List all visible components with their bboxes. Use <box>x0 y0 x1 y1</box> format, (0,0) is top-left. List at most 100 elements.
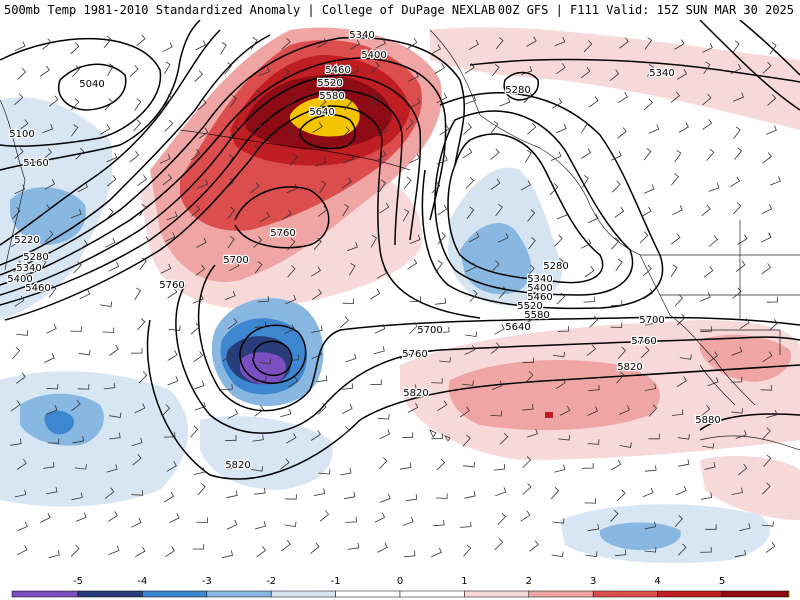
wind-barb <box>670 264 678 278</box>
contour-5040 <box>58 63 127 111</box>
wind-barb <box>10 438 22 446</box>
wind-barb <box>460 521 472 528</box>
wind-barb <box>469 232 480 243</box>
colorbar-tick-label: -2 <box>266 576 276 587</box>
wind-barb <box>379 457 388 470</box>
wind-barb <box>433 519 445 527</box>
wind-barb <box>139 203 147 217</box>
contour-5820 <box>146 319 800 480</box>
height-label: 5100 <box>9 129 34 140</box>
contour-5280-east <box>503 71 539 101</box>
wind-barb <box>135 546 146 557</box>
wind-barb <box>195 40 206 51</box>
wind-barb <box>163 491 175 503</box>
wind-barb <box>734 147 743 160</box>
wind-barb <box>319 180 327 194</box>
wind-barb <box>464 490 476 499</box>
wind-barb <box>70 544 80 557</box>
wind-barb <box>465 95 477 105</box>
wind-barb <box>409 322 418 334</box>
wind-barb <box>16 458 27 470</box>
colorbar-segment <box>657 590 723 598</box>
wind-barb <box>588 96 599 108</box>
wind-barb <box>12 207 21 219</box>
wind-barb <box>431 433 443 440</box>
wind-barb <box>521 66 533 75</box>
wind-barb <box>254 405 265 417</box>
wind-barb <box>558 434 570 441</box>
wind-barb <box>586 344 596 357</box>
wind-barb <box>527 123 537 135</box>
wind-barb <box>528 236 536 250</box>
wind-barb <box>16 330 29 336</box>
wind-barb <box>163 431 176 438</box>
wind-barb <box>765 125 777 135</box>
wind-barb <box>346 242 358 252</box>
wind-barb <box>437 232 446 245</box>
wind-barb <box>466 206 475 219</box>
wind-barb <box>345 516 357 523</box>
wind-barb <box>587 523 600 532</box>
wind-barb <box>226 154 234 167</box>
wind-barb <box>705 524 717 530</box>
wind-barb <box>341 126 350 139</box>
height-label: 5640 <box>505 322 530 333</box>
wind-barb <box>735 260 746 272</box>
wind-barb <box>224 62 233 75</box>
wind-barb <box>706 148 715 161</box>
wind-barb <box>405 118 414 131</box>
wind-barb <box>226 519 238 530</box>
wind-barb <box>284 324 295 335</box>
wind-barb <box>102 327 115 333</box>
contour-5340-trough <box>434 110 634 296</box>
wind-barb <box>645 318 657 326</box>
height-label: 5700 <box>417 325 442 336</box>
anomaly-colorbar: -5 -4 -3 -2 -1 0 1 2 3 4 5 <box>11 576 790 598</box>
wind-barb <box>44 230 54 243</box>
wind-barb <box>194 401 206 411</box>
wind-barb <box>42 124 54 134</box>
wind-barb <box>434 63 445 74</box>
wind-barb <box>587 213 599 224</box>
wind-barb <box>643 184 655 194</box>
wind-barb <box>164 61 171 75</box>
wind-barb <box>407 402 419 413</box>
wind-barb <box>70 42 80 55</box>
colorbar-segment <box>464 590 530 598</box>
wind-barb <box>319 510 330 522</box>
wind-barb <box>614 206 625 218</box>
wind-barb <box>733 202 742 215</box>
wind-barb <box>670 233 681 245</box>
colorbar-tick-label: 4 <box>654 576 660 587</box>
wind-barb <box>739 318 750 330</box>
wind-barb <box>700 326 712 333</box>
wind-barb <box>287 238 296 251</box>
wind-barb <box>72 436 84 444</box>
wind-barb <box>703 266 714 278</box>
wind-barb <box>224 290 236 301</box>
wind-barb <box>222 350 233 362</box>
height-label: 5460 <box>25 283 50 294</box>
wind-barb <box>73 261 82 274</box>
wind-barb <box>193 467 205 475</box>
wind-barb <box>105 208 114 221</box>
wind-barb <box>379 202 390 214</box>
height-label: 5040 <box>79 79 104 90</box>
wind-barb <box>459 406 470 418</box>
wind-barb <box>252 434 264 442</box>
wind-barb <box>527 209 536 222</box>
wind-barb <box>551 551 564 558</box>
wind-barb <box>490 178 501 190</box>
wind-barb <box>409 153 420 164</box>
map-title: 500mb Temp 1981-2010 Standardized Anomal… <box>4 3 496 17</box>
wind-barb <box>761 232 772 243</box>
wind-barb <box>162 174 173 186</box>
wind-barb <box>610 300 623 307</box>
wind-barb <box>762 482 771 495</box>
colorbar-tick-label: 0 <box>397 576 403 587</box>
wind-barb <box>313 488 326 496</box>
colorbar-tick-label: 1 <box>461 576 467 587</box>
wind-barb <box>439 357 451 363</box>
wind-barb <box>164 232 176 243</box>
colorbar-segment <box>11 590 79 598</box>
